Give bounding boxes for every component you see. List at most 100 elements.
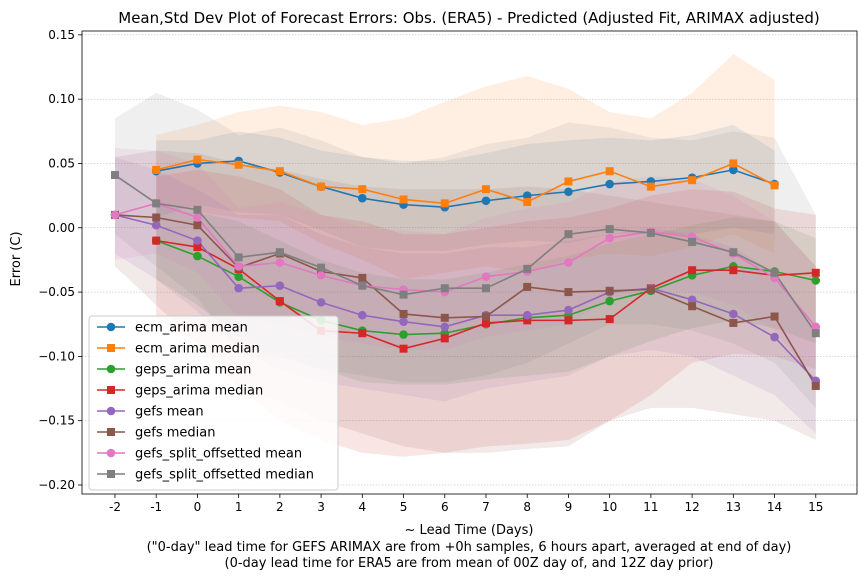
ecm-arima-median-point-7 [440,199,449,208]
geps-arima-median-point-3 [275,297,284,306]
ecm-arima-median-line [156,158,775,205]
x-tick-label-15: 13 [726,500,741,514]
legend-label-ecm-arima-mean: ecm_arima mean [135,321,248,336]
gefs-split-offsetted-mean-line [114,202,817,328]
geps-arima-mean-point-11 [605,296,614,306]
gefs-mean-point-6 [358,310,367,320]
geps-arima-median-point-5 [358,329,367,338]
geps-arima-median-point-11 [605,315,614,324]
ecm-arima-median-point-5 [358,185,367,194]
gefs-split-offsetted-median-point-16 [770,268,779,277]
x-tick-label-3: 1 [235,500,243,514]
ecm-arima-median-point-12 [646,182,655,191]
x-tick-label-7: 5 [400,500,408,514]
gefs-split-offsetted-median-point-17 [811,329,820,338]
ecm-arima-median-band [156,54,775,280]
geps-arima-median-point-0 [152,236,161,245]
x-tick-label-11: 9 [565,500,573,514]
ecm-arima-median-point-6 [399,195,408,204]
geps-arima-mean-point-6 [399,330,408,339]
gefs-median-point-7 [399,309,408,318]
y-tick-label-2: −0.10 [38,349,75,363]
geps-arima-median-point-10 [564,316,573,325]
x-tick-label-2: 0 [194,500,202,514]
gefs-split-offsetted-mean-point-3 [234,262,243,271]
gefs-split-offsetted-mean-point-11 [564,258,573,267]
legend-marker-gefs-split-offsetted-mean [106,448,116,458]
gefs-split-offsetted-median-point-12 [605,225,614,234]
ecm-arima-median-point-1 [193,155,202,164]
gefs-split-offsetted-median-point-8 [440,284,449,293]
gefs-mean-point-11 [564,305,573,315]
ecm-arima-mean-point-10 [564,187,573,197]
gefs-mean-point-8 [440,322,450,332]
legend-marker-geps-arima-mean [106,364,116,374]
legend-box [88,315,339,491]
gefs-split-offsetted-median-point-15 [729,248,738,257]
ecm-arima-median-point-9 [523,198,532,207]
gefs-mean-point-1 [151,220,161,230]
geps-arima-mean-point-16 [811,276,821,285]
gefs-split-offsetted-median-point-13 [646,228,655,237]
x-tick-label-4: 2 [276,500,284,514]
x-tick-label-17: 15 [808,500,823,514]
gefs-median-point-11 [564,288,573,297]
legend-label-geps-arima-median: geps_arima median [135,384,263,399]
legend-label-gefs-median: gefs median [135,426,215,441]
x-axis-label: ~ Lead Time (Days) [405,523,534,538]
x-axis-ticks: -2 -1 0 1 2 3 4 5 6 7 8 9 10 11 12 13 14 15 [109,494,823,514]
gefs-split-offsetted-median-point-6 [358,281,367,290]
gefs-median-point-12 [605,286,614,295]
y-tick-label-5: 0.05 [48,156,75,170]
geps-arima-mean-point-2 [234,272,243,281]
gefs-median-point-9 [481,312,490,321]
ecm-arima-mean-point-5 [358,193,367,203]
gefs-median-point-1 [152,213,161,222]
legend-label-geps-arima-mean: geps_arima mean [135,363,251,378]
legend-label-gefs-split-offsetted-mean: gefs_split_offsetted mean [135,447,302,462]
gefs-split-offsetted-median-point-2 [193,205,202,214]
x-axis-note-2: (0-day lead time for ERA5 are from mean … [225,556,714,571]
gefs-split-offsetted-median-point-14 [688,237,697,246]
x-tick-label-14: 12 [684,500,699,514]
ecm-arima-mean-point-8 [481,196,491,206]
y-tick-label-6: 0.10 [48,92,75,106]
geps-arima-median-point-6 [399,344,408,353]
legend-marker-geps-arima-median [107,386,115,394]
ecm-arima-median-point-8 [481,185,490,194]
y-axis-ticks: −0.20 −0.15 −0.10 −0.05 0.00 0.05 0.10 0.15 [38,28,82,492]
gefs-mean-point-2 [193,236,202,245]
x-tick-label-0: -2 [109,500,121,514]
gefs-mean-point-10 [522,310,532,320]
gefs-split-offsetted-mean-point-4 [275,258,285,267]
gefs-mean-point-14 [687,295,697,305]
gefs-split-offsetted-median-point-3 [234,253,243,262]
gefs-split-offsetted-mean-point-0 [110,210,120,220]
x-tick-label-16: 14 [767,500,782,514]
gefs-median-point-6 [358,273,367,282]
y-tick-label-1: −0.15 [38,414,75,428]
gefs-split-offsetted-median-point-7 [399,290,408,299]
legend-marker-gefs-split-offsetted-median [107,470,115,478]
y-tick-label-4: 0.00 [48,221,75,235]
ecm-arima-median-point-13 [688,176,697,185]
gefs-mean-point-4 [275,281,285,290]
gefs-split-offsetted-median-point-1 [152,199,161,208]
gefs-median-point-15 [729,318,738,327]
x-tick-label-5: 3 [317,500,325,514]
legend-marker-ecm-arima-median [107,344,115,352]
ecm-arima-median-point-11 [605,167,614,176]
y-tick-label-7: 0.15 [48,28,75,42]
geps-arima-median-point-16 [811,268,820,277]
ecm-arima-mean-point-14 [729,165,738,175]
geps-arima-median-point-1 [193,243,202,252]
y-tick-label-3: −0.05 [38,285,75,299]
gefs-median-point-16 [770,312,779,321]
x-tick-label-1: -1 [150,500,162,514]
gefs-median-point-2 [193,221,202,230]
legend-marker-gefs-mean [106,406,116,416]
gefs-split-offsetted-median-point-10 [523,264,532,273]
y-axis-label: Error (C) [9,231,24,286]
gefs-median-line [114,214,817,387]
